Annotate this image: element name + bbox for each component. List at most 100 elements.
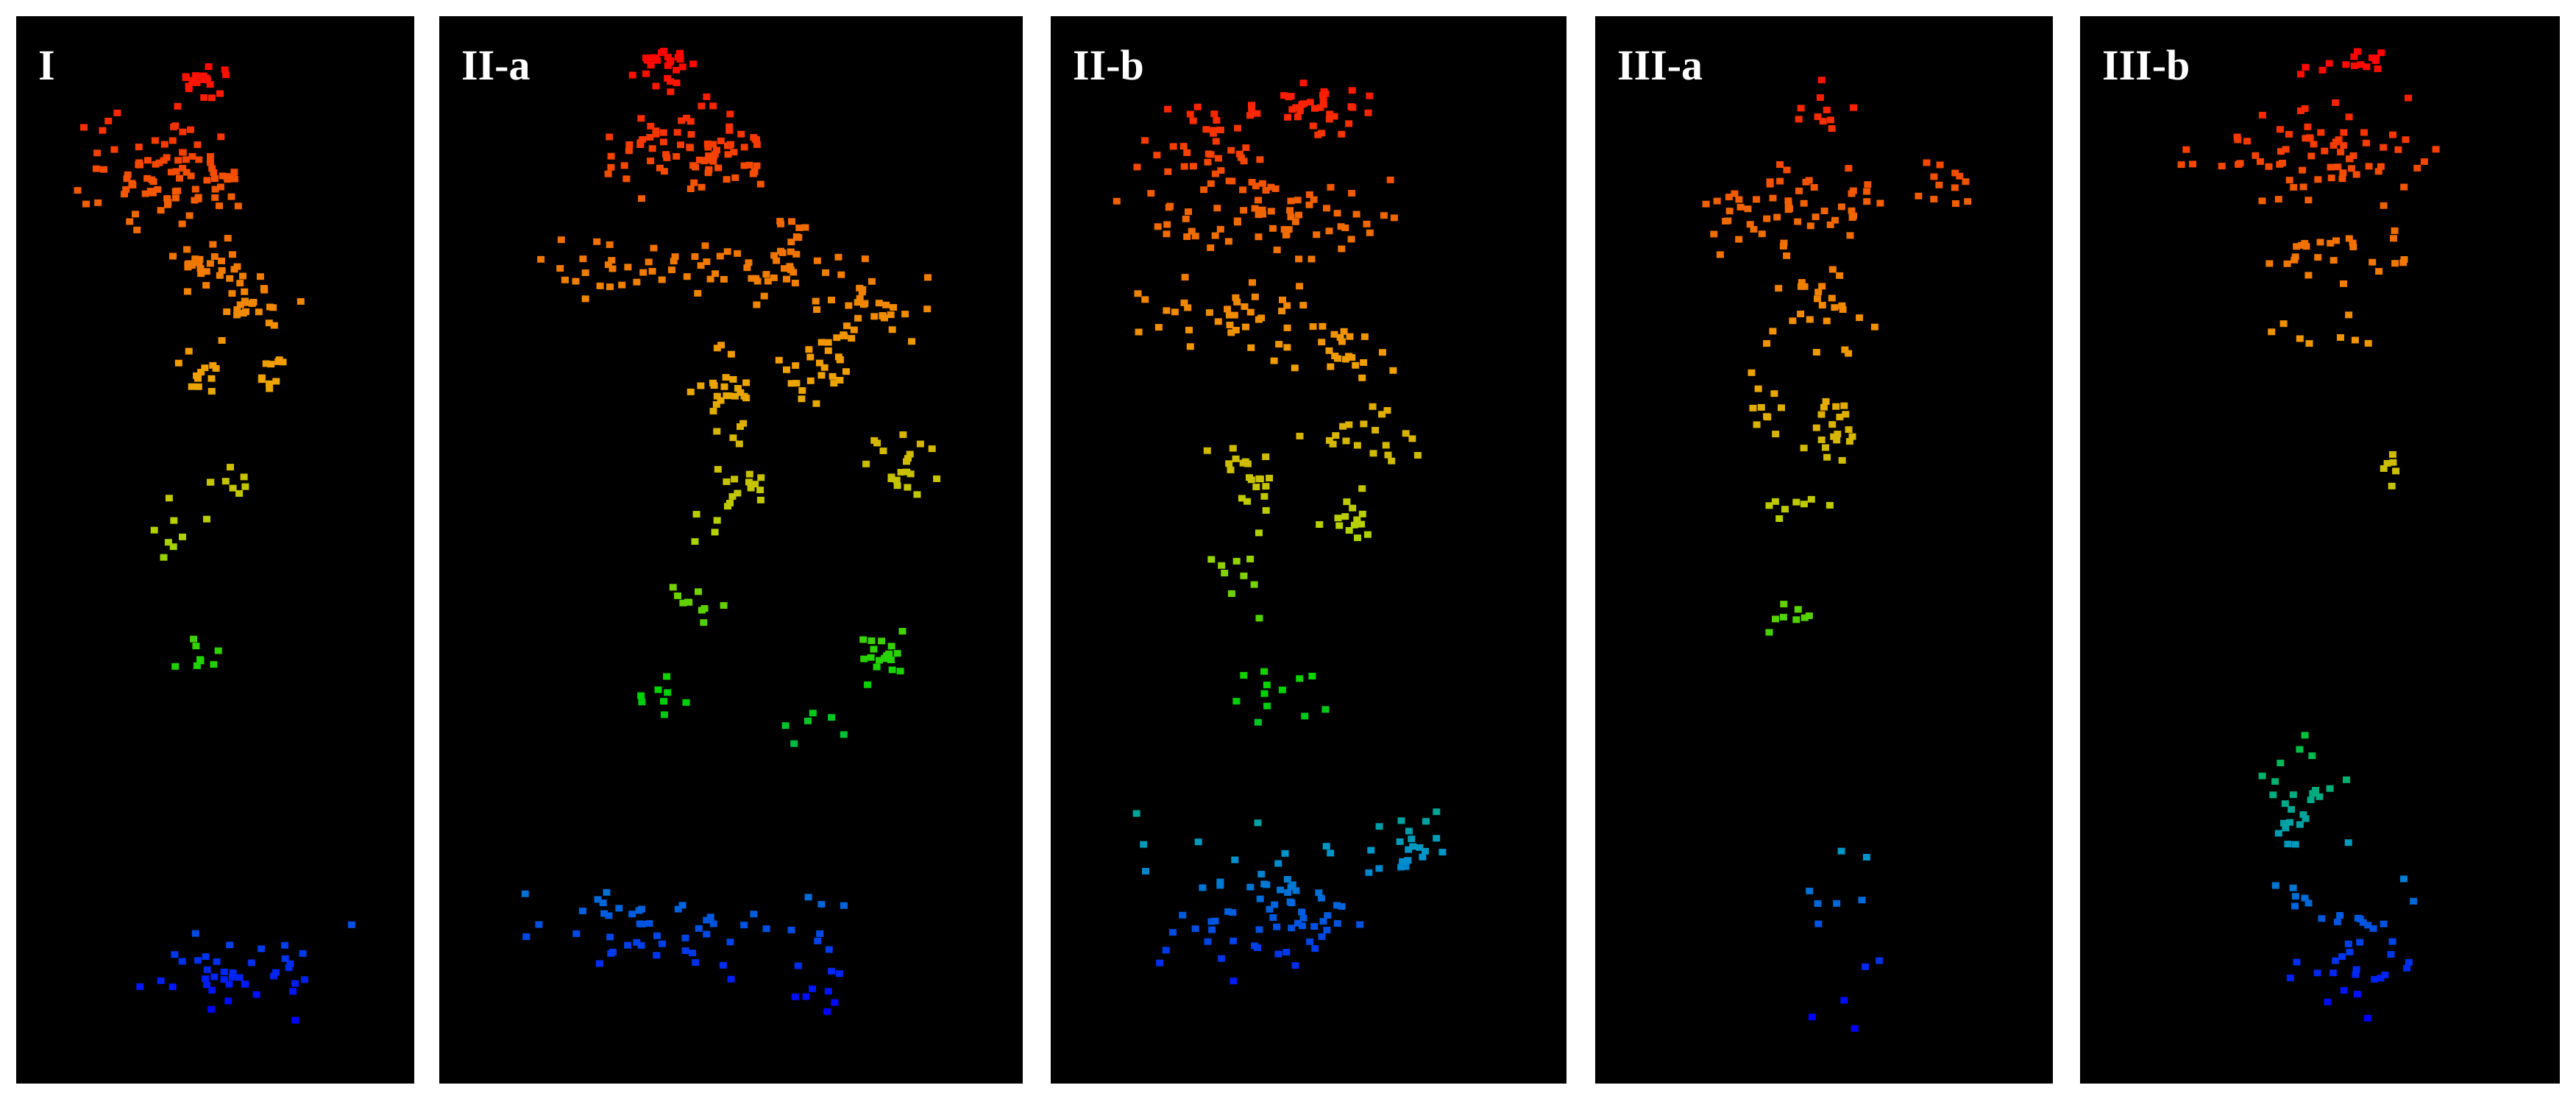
point (2307, 796, 2315, 804)
point (1345, 353, 1353, 360)
point (2233, 133, 2241, 141)
point (1319, 91, 1327, 99)
point (731, 476, 739, 483)
point (828, 967, 835, 975)
point (663, 154, 671, 161)
point (703, 140, 712, 147)
point (214, 647, 222, 654)
point (740, 392, 748, 400)
point (2360, 129, 2368, 136)
point (2314, 176, 2322, 183)
point (698, 607, 706, 614)
point (2377, 163, 2385, 170)
point (709, 102, 717, 110)
point (670, 258, 678, 265)
point (860, 655, 868, 662)
point (1834, 431, 1842, 438)
panel-label-I: I (38, 41, 55, 89)
point (2340, 986, 2348, 994)
point (728, 492, 737, 500)
point (92, 165, 100, 172)
point (1798, 283, 1805, 290)
point (1181, 274, 1189, 281)
point (659, 129, 667, 136)
point (1773, 213, 1781, 221)
point (1358, 374, 1366, 381)
point (535, 921, 543, 928)
point (1353, 516, 1361, 523)
point (1382, 442, 1390, 449)
point (1224, 305, 1232, 313)
point (2182, 146, 2190, 153)
point (801, 224, 809, 231)
point (816, 359, 823, 367)
point (777, 247, 784, 255)
point (2332, 138, 2340, 146)
point (1806, 222, 1814, 230)
point (1840, 402, 1848, 409)
point (1248, 179, 1256, 186)
point (1185, 208, 1192, 216)
point (141, 190, 149, 197)
point (1247, 344, 1255, 351)
point (2321, 147, 2329, 155)
point (1764, 414, 1772, 421)
point (1216, 882, 1224, 889)
point (834, 253, 842, 261)
point (1183, 233, 1191, 240)
point (1325, 437, 1333, 444)
point (174, 102, 182, 110)
point (1318, 933, 1326, 940)
point (2345, 113, 2353, 121)
point (861, 255, 869, 263)
point (1845, 165, 1853, 172)
point (1255, 529, 1263, 537)
point (870, 313, 879, 320)
point (228, 974, 236, 981)
point (825, 946, 833, 953)
point (1388, 457, 1396, 464)
point (188, 383, 196, 390)
point (1845, 426, 1853, 434)
point (1202, 126, 1210, 133)
point (223, 308, 231, 315)
point (595, 960, 603, 967)
point (1348, 190, 1356, 197)
point (1306, 938, 1314, 945)
point (1358, 510, 1366, 517)
point (1267, 208, 1275, 215)
point (1792, 616, 1800, 623)
point (557, 236, 565, 244)
point (809, 710, 817, 717)
point (537, 255, 545, 263)
point (150, 526, 158, 534)
point (1840, 997, 1848, 1004)
point (792, 380, 801, 387)
point (1369, 450, 1377, 457)
point (1780, 601, 1788, 608)
point (266, 303, 274, 311)
point (1778, 404, 1785, 411)
point (663, 673, 671, 680)
point (285, 964, 293, 972)
point (1291, 962, 1299, 969)
point (2282, 146, 2290, 153)
point (840, 731, 848, 738)
point (862, 460, 870, 467)
point (1820, 208, 1828, 214)
point (1294, 197, 1302, 204)
point-cloud-II-b (1113, 80, 1447, 985)
point (1235, 150, 1243, 158)
point (242, 308, 249, 315)
point (202, 74, 210, 82)
point (2332, 99, 2340, 106)
point (167, 169, 175, 176)
point (703, 930, 711, 938)
panel-label-III-b: III-b (2102, 41, 2190, 89)
point (2256, 158, 2264, 165)
point (1338, 902, 1346, 910)
point (1346, 333, 1354, 340)
point (1345, 527, 1353, 534)
point (262, 360, 270, 367)
point (270, 322, 278, 329)
